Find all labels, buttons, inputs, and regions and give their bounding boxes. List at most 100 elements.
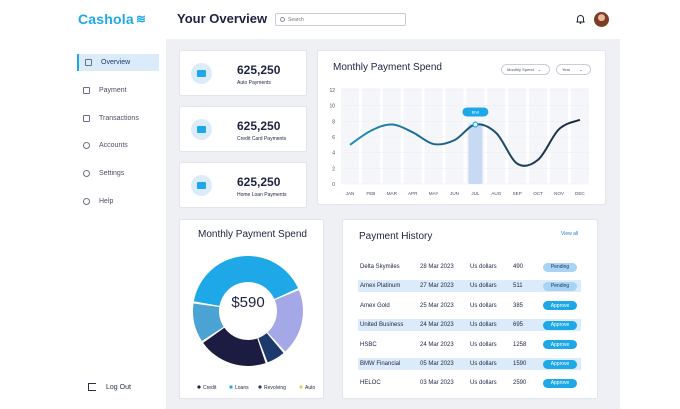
sidebar-item-payment[interactable]: Payment — [77, 82, 159, 99]
search-input[interactable] — [288, 16, 398, 23]
donut-slice-credit — [203, 327, 266, 366]
donut-slice-revolving — [258, 333, 284, 363]
line-chart: 0 2 4 6 8 10 12 Bhd JAN FEB MAR APR MAY JUN JUL AUG SEP O… — [329, 88, 589, 196]
sidebar-item-help[interactable]: Help — [77, 193, 159, 210]
payment-currency: Us dollars — [470, 361, 497, 367]
series-line — [349, 118, 581, 167]
sidebar-item-transactions[interactable]: Transactions — [77, 110, 159, 127]
x-tick-label: OCT — [533, 191, 543, 196]
payment-date: 24 Mar 2023 — [420, 322, 454, 329]
y-tick-label: 12 — [329, 88, 335, 94]
payment-currency: Us dollars — [470, 302, 497, 309]
tooltip-label: Bhd — [472, 109, 479, 114]
sidebar-item-settings[interactable]: Settings — [77, 165, 159, 182]
x-tick-label: MAY — [429, 191, 439, 196]
grid-column — [424, 88, 443, 184]
table-row[interactable]: Amex Platinum 27 Mar 2023 Us dollars 511 Pen… — [358, 280, 581, 293]
payment-amount: 2590 — [513, 380, 527, 387]
accounts-icon — [83, 142, 90, 149]
stat-value: 625,250 — [237, 63, 281, 77]
payee-name: Delta Skymiles — [360, 264, 400, 270]
x-tick-label: MAR — [387, 191, 398, 196]
payment-amount: 1590 — [513, 361, 527, 367]
payment-currency: Us dollars — [470, 380, 497, 387]
payment-amount: 490 — [513, 264, 524, 270]
bell-icon[interactable] — [576, 14, 585, 24]
payment-icon — [83, 87, 90, 94]
brand-name: Cashola — [78, 11, 134, 27]
y-tick-label: 2 — [332, 166, 335, 172]
payment-amount: 511 — [513, 283, 523, 290]
x-tick-label: AUG — [491, 191, 501, 196]
y-tick-label: 8 — [332, 119, 335, 125]
x-tick-label: JUL — [471, 191, 480, 196]
legend-label-revolving: Revolving — [264, 385, 286, 391]
stat-card-home-loan: 625,250 Home Loan Payments — [179, 162, 307, 208]
stat-card-credit: 625,250 Credit Card Payments — [179, 106, 307, 152]
payee-name: United Business — [360, 322, 404, 329]
donut-slice-credit — [193, 256, 299, 306]
grid-column — [445, 88, 464, 184]
legend-label-credit: Credit — [203, 385, 217, 391]
status-badge[interactable]: Pending — [543, 281, 577, 291]
sidebar-item-label: Accounts — [99, 142, 128, 149]
highlight-column — [468, 124, 483, 184]
payment-amount: 1258 — [513, 341, 527, 348]
payment-date: 28 Mar 2023 — [420, 264, 454, 270]
chevron-down-icon: ⌄ — [537, 67, 542, 72]
payee-name: BMW Financial — [360, 361, 401, 367]
table-row[interactable]: Delta Skymiles 28 Mar 2023 Us dollars 490 Pe… — [358, 261, 581, 273]
grid-column — [403, 88, 422, 184]
payment-currency: Us dollars — [470, 264, 497, 270]
page-title: Your Overview — [177, 11, 268, 26]
table-row[interactable]: HSBC 24 Mar 2023 Us dollars 1258 Approve — [358, 339, 581, 351]
logout-label: Log Out — [106, 383, 131, 391]
view-all-link[interactable]: View all — [561, 231, 579, 237]
x-tick-label: JUN — [450, 191, 459, 196]
payment-date: 25 Mar 2023 — [420, 302, 454, 309]
stat-value: 625,250 — [237, 175, 281, 189]
payment-date: 27 Mar 2023 — [420, 283, 454, 290]
donut-center-value: $590 — [231, 294, 265, 311]
sidebar-item-overview[interactable]: Overview — [77, 54, 159, 71]
search-box[interactable] — [275, 13, 406, 26]
tooltip — [462, 107, 489, 117]
status-badge[interactable]: Approve — [543, 301, 577, 311]
y-tick-label: 10 — [329, 104, 335, 110]
avatar[interactable] — [594, 12, 609, 27]
brand-logo[interactable]: Cashola ≋ — [78, 11, 146, 27]
year-select[interactable]: Year ⌄ — [556, 64, 591, 75]
monthly-spend-select[interactable]: Monthly Spend ⌄ — [501, 64, 550, 75]
search-icon — [280, 17, 285, 22]
status-badge[interactable]: Approve — [543, 320, 577, 330]
status-badge[interactable]: Pending — [543, 262, 577, 272]
stat-label: Auto Payments — [237, 80, 271, 86]
sidebar-item-accounts[interactable]: Accounts — [77, 137, 159, 154]
payment-currency: Us dollars — [470, 283, 497, 290]
status-badge[interactable]: Approve — [543, 340, 577, 350]
table-row[interactable]: United Business 24 Mar 2023 Us dollars 695 A… — [358, 319, 581, 332]
wallet-icon — [191, 119, 212, 140]
x-tick-label: NOV — [554, 191, 565, 196]
grid-column — [550, 88, 568, 184]
table-row[interactable]: Amex Gold 25 Mar 2023 Us dollars 385 Approve — [358, 300, 581, 312]
payee-name: Amex Platinum — [360, 283, 401, 290]
select-label: Monthly Spend — [507, 67, 534, 72]
donut-hole — [222, 285, 274, 337]
payment-currency: Us dollars — [470, 322, 497, 329]
sidebar-item-label: Help — [99, 198, 114, 205]
sidebar-item-label: Payment — [99, 87, 127, 94]
grid-column — [382, 88, 401, 184]
table-row[interactable]: BMW Financial 05 Mar 2023 Us dollars 1590 Ap… — [358, 358, 581, 370]
status-badge[interactable]: Approve — [543, 378, 577, 388]
table-row[interactable]: HELOC 03 Mar 2023 Us dollars 2590 Approve — [358, 377, 581, 389]
chevron-down-icon: ⌄ — [579, 67, 583, 72]
logout-button[interactable]: Log Out — [88, 383, 131, 391]
grid-column — [529, 88, 548, 184]
overview-icon — [85, 59, 92, 66]
x-tick-label: SEP — [513, 191, 522, 196]
legend-dot — [229, 385, 233, 389]
status-badge[interactable]: Approve — [543, 359, 577, 369]
payment-currency: Us dollars — [470, 341, 497, 348]
sidebar-item-label: Transactions — [99, 115, 139, 122]
